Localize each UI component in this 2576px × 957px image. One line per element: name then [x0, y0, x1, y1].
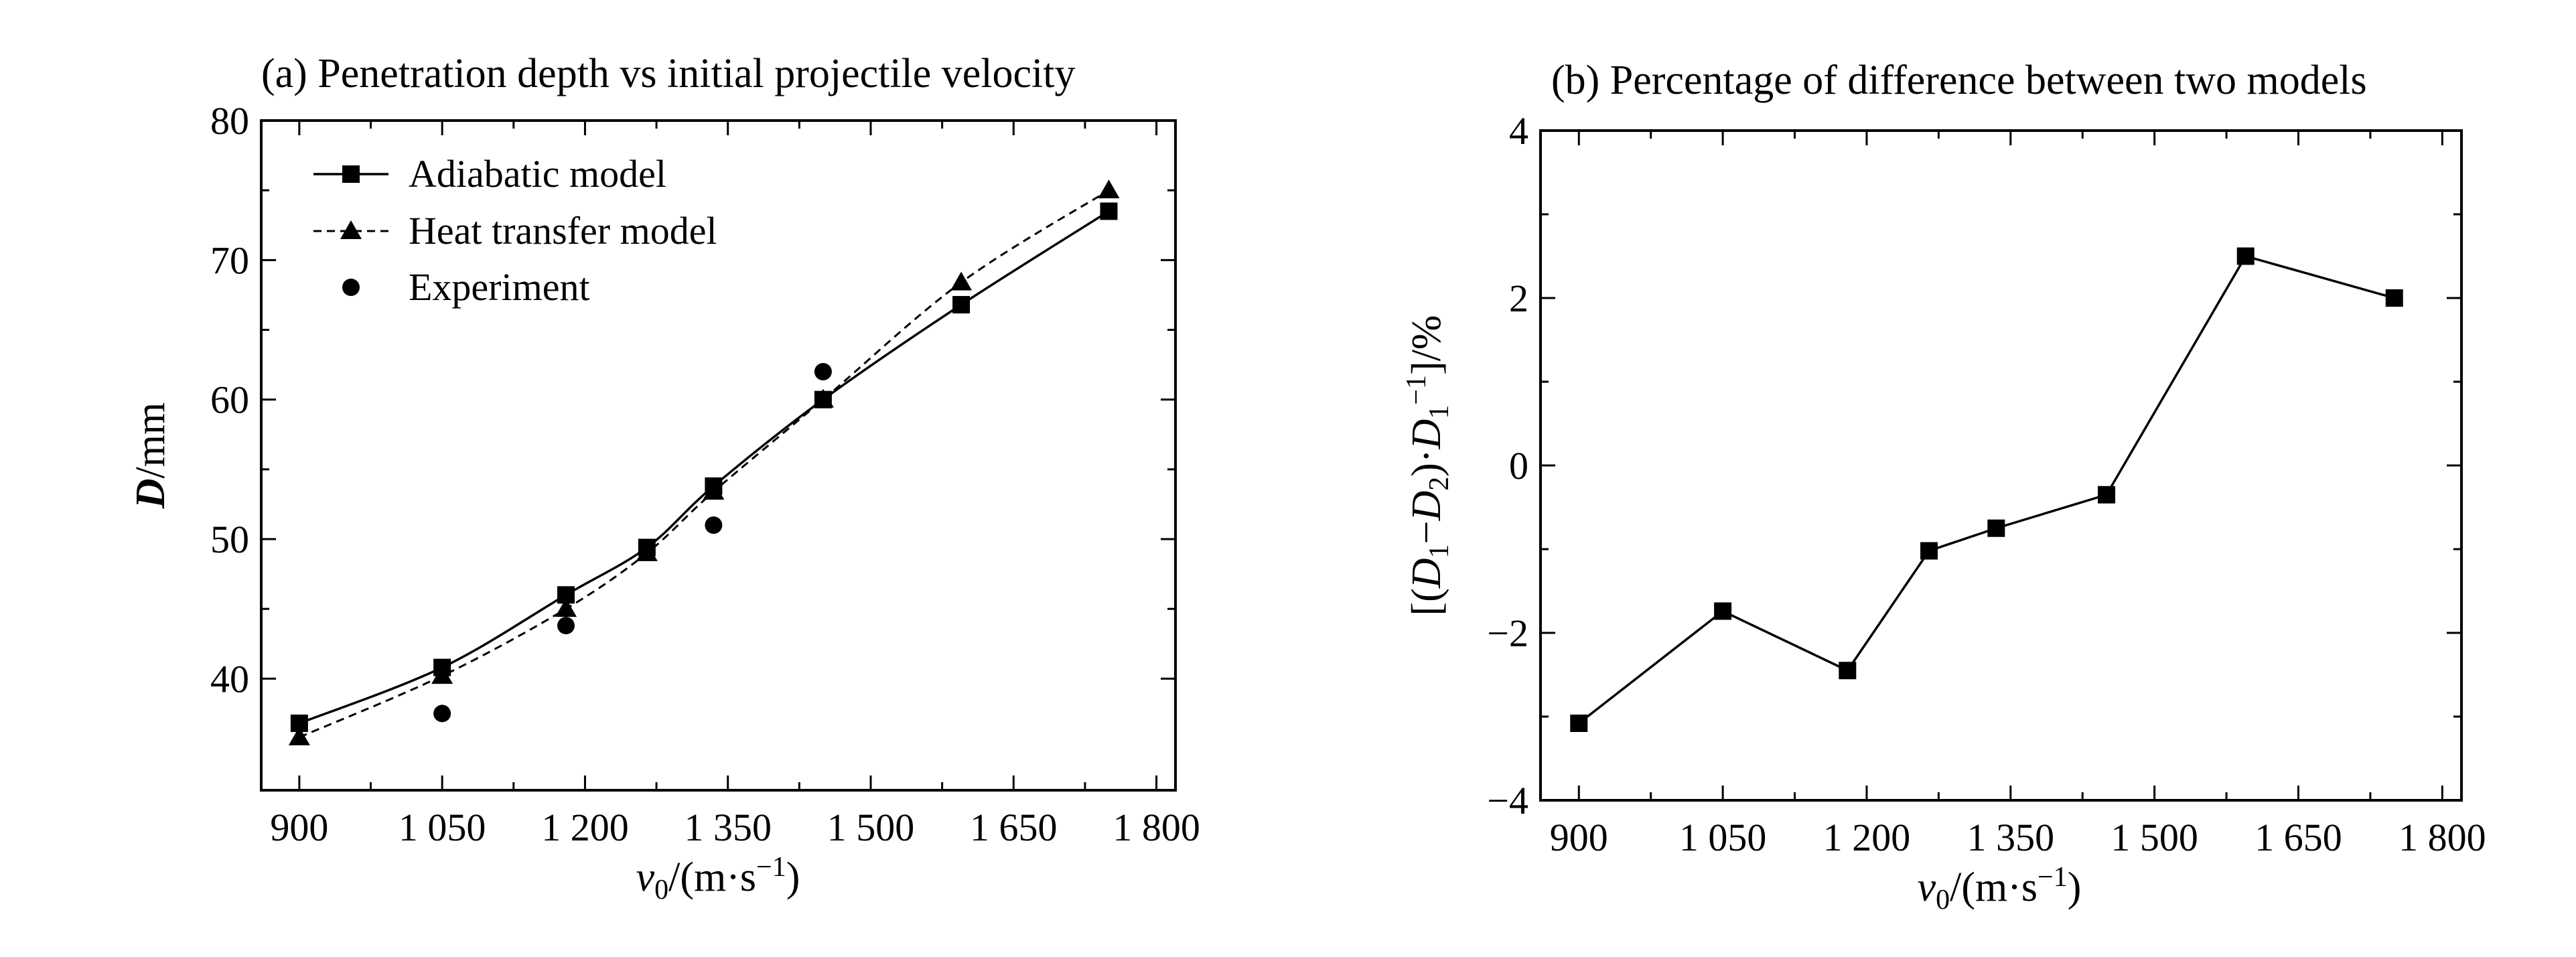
panel-a-triangle-marker	[950, 271, 973, 291]
legend-experiment-label: Experiment	[409, 265, 590, 309]
panel-b-square-marker	[1839, 662, 1857, 680]
panel-b-x-tick-label: 1 050	[1679, 816, 1767, 859]
panel-a-x-axis-label: v0/(m·s−1)	[636, 852, 800, 905]
panel-a-circle-marker	[433, 705, 451, 723]
legend-heat-transfer-triangle-marker	[340, 220, 362, 239]
panel-b-square-marker	[1714, 602, 1732, 620]
panel-b-y-tick-label: −2	[1487, 611, 1528, 655]
panel-b-plot-frame	[1539, 129, 2463, 802]
panel-b-series	[1570, 247, 2403, 732]
panel-b-series-0-line	[1578, 254, 2395, 725]
panel-a-x-tick-label: 1 500	[827, 806, 915, 849]
panel-a-triangle-marker	[636, 542, 658, 561]
panel-a-chart: (a) Penetration depth vs initial project…	[128, 51, 1200, 905]
panel-a-y-tick-label: 50	[210, 518, 249, 561]
panel-b-y-ticks: −4 −2 0 2 4	[1487, 109, 2461, 822]
panel-b-x-tick-label: 1 500	[2110, 816, 2198, 859]
panel-a-legend: Adiabatic model Heat transfer model Expe…	[313, 152, 717, 309]
panel-a-x-tick-label: 1 050	[399, 806, 486, 849]
panel-b-chart: (b) Percentage of difference between two…	[1401, 58, 2486, 915]
panel-a-x-tick-label: 1 200	[541, 806, 629, 849]
panel-b-y-tick-label: 4	[1509, 109, 1528, 153]
panel-b-x-tick-label: 900	[1550, 816, 1608, 859]
legend-item-experiment: Experiment	[342, 265, 590, 309]
panel-b-square-marker	[1987, 519, 2005, 537]
panel-b-square-marker	[1570, 715, 1588, 732]
panel-a-circle-marker	[705, 516, 723, 534]
panel-a-y-tick-label: 80	[210, 99, 249, 143]
panel-a-plot-frame	[260, 119, 1177, 792]
panel-a-y-tick-label: 40	[210, 657, 249, 701]
panel-a-triangle-marker	[431, 665, 453, 684]
legend-experiment-circle-marker	[342, 279, 360, 296]
panel-a-square-marker	[1100, 202, 1118, 220]
panel-a-y-tick-label: 60	[210, 378, 249, 422]
panel-a-x-tick-label: 1 800	[1113, 806, 1200, 849]
panel-b-title: (b) Percentage of difference between two…	[1551, 58, 2367, 103]
panel-a-circle-marker	[814, 363, 832, 380]
panel-a-y-axis-label: D/mm	[128, 402, 173, 509]
panel-a-x-ticks: 900 1 050 1 200 1 350 1 500 1 650 1 800	[270, 121, 1200, 849]
panel-b-y-tick-label: 0	[1509, 444, 1528, 488]
panel-b-x-axis-label: v0/(m·s−1)	[1918, 862, 2082, 915]
panel-a-circle-marker	[557, 617, 575, 635]
panel-b-square-marker	[2236, 247, 2255, 265]
panel-b-x-tick-label: 1 800	[2399, 816, 2486, 859]
panel-b-square-marker	[2385, 289, 2403, 307]
panel-a-triangle-marker	[703, 481, 725, 500]
panel-b-x-tick-label: 1 200	[1823, 816, 1911, 859]
panel-a-triangle-marker	[812, 388, 834, 408]
panel-a-x-tick-label: 1 650	[970, 806, 1058, 849]
legend-adiabatic-label: Adiabatic model	[409, 152, 666, 196]
panel-b-y-tick-label: 2	[1509, 277, 1528, 320]
panel-b-square-marker	[2098, 486, 2116, 504]
panel-b-square-marker	[1920, 542, 1938, 560]
panel-b-x-ticks: 900 1 050 1 200 1 350 1 500 1 650 1 800	[1550, 131, 2486, 859]
panel-a-triangle-marker	[1098, 179, 1120, 199]
panel-b-y-axis-label: [(D1−D2)·D1−1]/%	[1401, 315, 1455, 615]
legend-item-adiabatic-model: Adiabatic model	[313, 152, 666, 196]
panel-a-series	[288, 179, 1120, 745]
panel-a-y-tick-label: 70	[210, 238, 249, 282]
panel-a-y-ticks: 40 50 60 70 80	[210, 99, 1175, 701]
panel-a-triangle-marker	[555, 598, 577, 617]
panel-a-x-tick-label: 1 350	[684, 806, 772, 849]
panel-b-x-tick-label: 1 650	[2255, 816, 2342, 859]
panel-a-square-marker	[952, 296, 971, 313]
panel-a-triangle-marker	[288, 726, 310, 745]
panel-b-x-tick-label: 1 350	[1967, 816, 2055, 859]
legend-heat-transfer-label: Heat transfer model	[409, 209, 717, 252]
panel-a-x-tick-label: 900	[270, 806, 328, 849]
legend-adiabatic-square-marker	[342, 165, 360, 183]
legend-item-heat-transfer-model: Heat transfer model	[313, 209, 717, 252]
panel-b-y-tick-label: −4	[1487, 779, 1528, 822]
panel-a-title: (a) Penetration depth vs initial project…	[261, 51, 1076, 96]
